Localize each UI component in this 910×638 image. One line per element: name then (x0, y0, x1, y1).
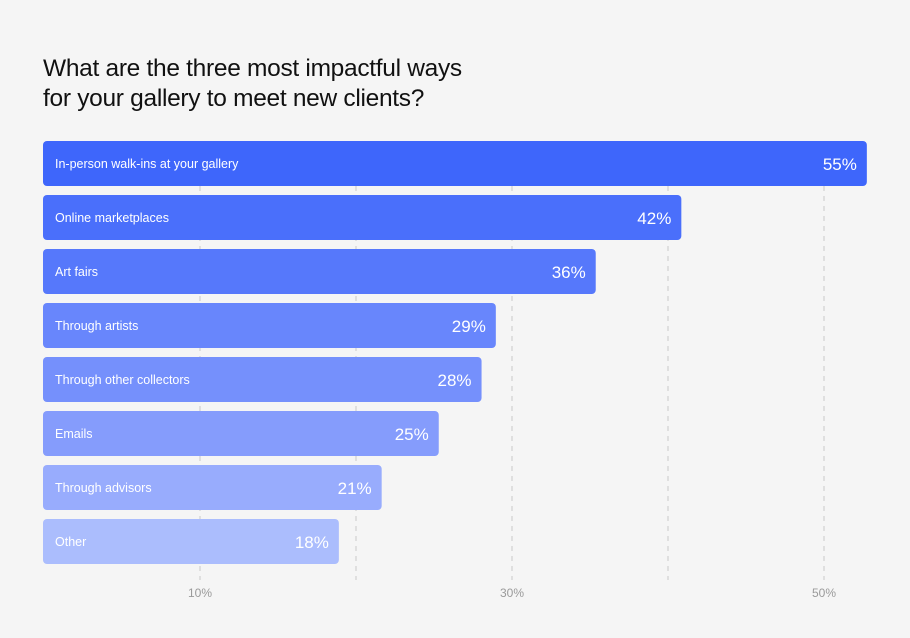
bar (43, 195, 682, 240)
bar-value-label: 42% (637, 209, 671, 228)
bar-category-label: Art fairs (55, 265, 98, 279)
bar-category-label: Emails (55, 427, 93, 441)
x-tick-label: 50% (812, 586, 836, 600)
bar-category-label: Through artists (55, 319, 138, 333)
bar-value-label: 18% (295, 533, 329, 552)
bar-category-label: In-person walk-ins at your gallery (55, 157, 239, 171)
bar-category-label: Through advisors (55, 481, 152, 495)
bar (43, 357, 482, 402)
x-tick-label: 10% (188, 586, 212, 600)
bar-value-label: 25% (395, 425, 429, 444)
bar-value-label: 28% (438, 371, 472, 390)
x-tick-label: 30% (500, 586, 524, 600)
bar (43, 411, 439, 456)
bar-value-label: 55% (823, 155, 857, 174)
bar (43, 141, 867, 186)
chart-title-line-1: What are the three most impactful ways (43, 55, 462, 82)
bar-category-label: Online marketplaces (55, 211, 169, 225)
bar-value-label: 29% (452, 317, 486, 336)
bar-category-label: Other (55, 535, 86, 549)
bar-value-label: 36% (552, 263, 586, 282)
bar (43, 519, 339, 564)
bar-value-label: 21% (338, 479, 372, 498)
bar (43, 249, 596, 294)
bar-category-label: Through other collectors (55, 373, 190, 387)
chart-title: What are the three most impactful ways f… (43, 54, 462, 114)
bar (43, 465, 382, 510)
bar (43, 303, 496, 348)
chart-title-line-2: for your gallery to meet new clients? (43, 85, 425, 112)
